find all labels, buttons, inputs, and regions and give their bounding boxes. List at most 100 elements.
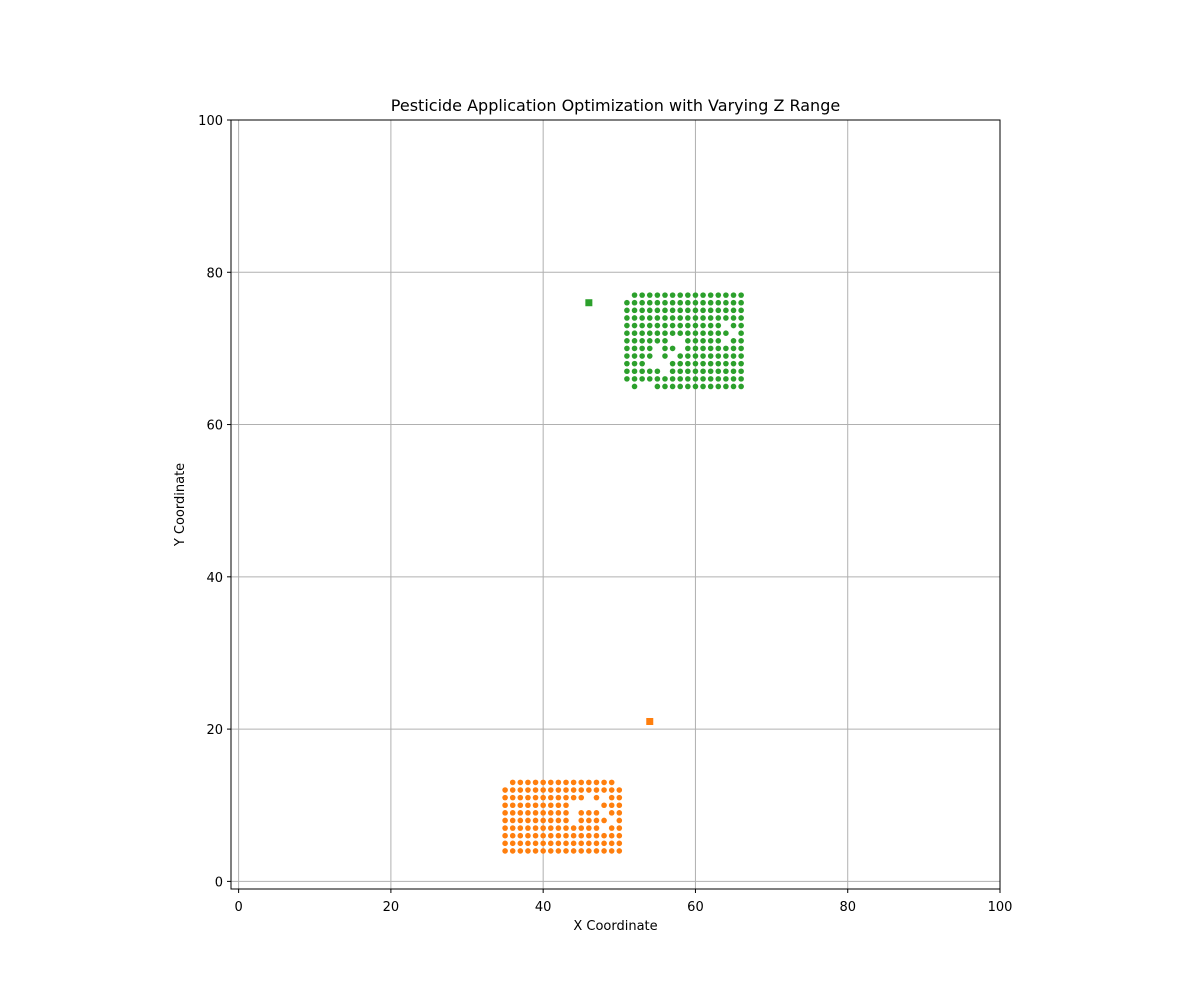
data-point <box>662 330 668 336</box>
data-point <box>723 360 729 367</box>
data-point <box>540 779 546 786</box>
data-point <box>563 802 569 809</box>
data-point <box>738 315 744 321</box>
data-point <box>715 376 722 382</box>
data-point <box>662 338 668 344</box>
data-point <box>685 307 691 314</box>
data-point <box>677 368 684 375</box>
data-point <box>685 292 691 298</box>
data-point <box>555 848 562 854</box>
data-point <box>730 299 737 306</box>
data-point <box>654 315 661 321</box>
data-point <box>685 360 691 367</box>
data-point <box>540 810 546 816</box>
data-point <box>578 787 585 793</box>
data-point <box>502 802 508 809</box>
data-point <box>700 383 706 390</box>
y-tick-label: 0 <box>215 875 223 890</box>
data-point <box>540 817 546 824</box>
data-point <box>730 383 737 390</box>
data-point <box>738 307 744 314</box>
x-tick-label: 100 <box>988 900 1013 915</box>
data-point <box>502 840 508 847</box>
data-point <box>525 787 531 793</box>
data-point <box>593 848 600 854</box>
data-point <box>639 330 645 336</box>
data-point <box>646 376 653 382</box>
data-point <box>738 292 744 298</box>
data-point <box>624 322 630 329</box>
data-point <box>509 787 516 793</box>
data-point <box>586 825 592 831</box>
data-point <box>707 307 714 314</box>
y-tick-label: 60 <box>206 419 223 434</box>
data-point <box>738 338 744 344</box>
data-point <box>631 315 638 321</box>
data-point <box>525 848 531 854</box>
data-point <box>700 315 706 321</box>
data-point <box>639 360 645 367</box>
data-point <box>631 376 638 382</box>
data-point <box>555 787 562 793</box>
data-point <box>692 383 699 390</box>
data-point <box>601 840 607 847</box>
data-point <box>563 840 569 847</box>
data-point <box>631 383 638 390</box>
data-point <box>677 315 684 321</box>
data-point <box>639 368 645 375</box>
data-point <box>685 353 691 359</box>
data-point <box>570 794 577 801</box>
data-point <box>616 840 623 847</box>
data-point <box>502 810 508 816</box>
data-point <box>624 315 630 321</box>
data-point <box>631 330 638 336</box>
data-point <box>700 322 706 329</box>
data-point <box>570 832 577 839</box>
data-point <box>547 817 554 824</box>
data-point <box>563 794 569 801</box>
data-point <box>639 338 645 344</box>
data-point <box>677 353 684 359</box>
y-tick-label: 40 <box>206 571 223 586</box>
data-point <box>700 376 706 382</box>
data-point <box>532 840 539 847</box>
center-point <box>646 717 654 725</box>
data-point <box>677 376 684 382</box>
data-point <box>532 794 539 801</box>
data-point <box>662 376 668 382</box>
data-point <box>654 338 661 344</box>
data-point <box>616 848 623 854</box>
data-point <box>509 848 516 854</box>
data-point <box>723 368 729 375</box>
data-point <box>555 779 562 786</box>
data-point <box>608 810 615 816</box>
data-point <box>593 794 600 801</box>
data-point <box>540 840 546 847</box>
data-point <box>738 299 744 306</box>
data-point <box>540 848 546 854</box>
data-point <box>547 802 554 809</box>
data-point <box>631 345 638 352</box>
data-point <box>692 307 699 314</box>
data-point <box>700 307 706 314</box>
data-point <box>707 368 714 375</box>
data-point <box>532 817 539 824</box>
data-point <box>570 787 577 793</box>
data-point <box>730 307 737 314</box>
data-point <box>692 292 699 298</box>
data-point <box>715 338 722 344</box>
data-point <box>662 307 668 314</box>
data-point <box>692 368 699 375</box>
data-point <box>738 383 744 390</box>
data-point <box>608 779 615 786</box>
data-point <box>624 338 630 344</box>
data-point <box>654 330 661 336</box>
data-point <box>547 825 554 831</box>
data-point <box>707 353 714 359</box>
data-point <box>669 376 676 382</box>
data-point <box>738 353 744 359</box>
data-point <box>677 299 684 306</box>
axes-frame <box>230 119 1001 890</box>
data-point <box>532 848 539 854</box>
data-point <box>715 345 722 352</box>
